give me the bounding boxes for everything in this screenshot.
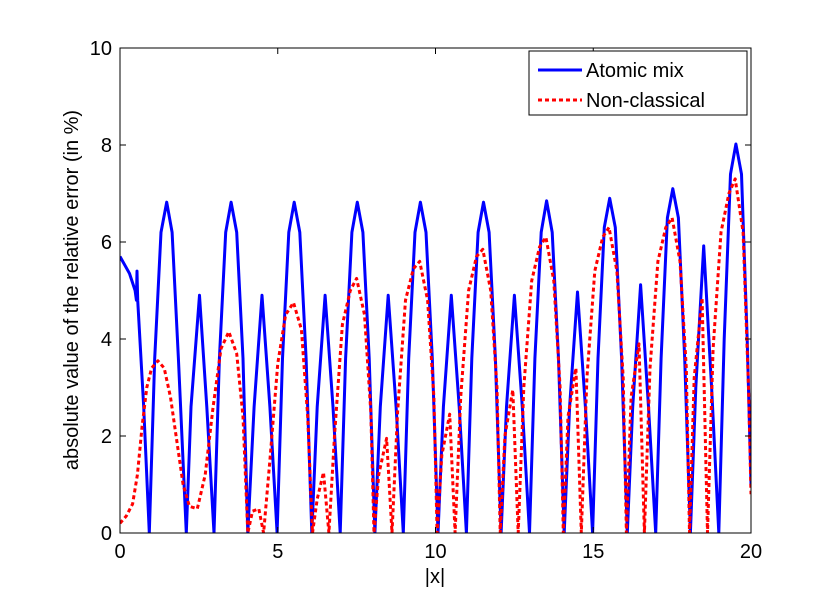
x-tick-label: 0 (114, 541, 125, 563)
y-axis-ticks: 0 2 4 6 8 10 (90, 38, 751, 545)
legend-label-atomic-mix: Atomic mix (586, 60, 684, 82)
plot-area (119, 47, 752, 534)
x-tick-label: 15 (582, 541, 604, 563)
series-layer (120, 142, 751, 533)
y-tick-label: 8 (101, 135, 112, 157)
x-tick-label: 20 (740, 541, 762, 563)
y-axis-title: absolute value of the relative error (in… (61, 110, 83, 470)
x-tick-label: 10 (424, 541, 446, 563)
x-axis-title: |x| (425, 566, 445, 588)
y-tick-label: 0 (101, 523, 112, 545)
legend: Atomic mix Non-classical (528, 50, 748, 116)
x-axis-ticks: 0 5 10 15 20 (114, 48, 762, 563)
y-tick-label: 2 (101, 426, 112, 448)
y-tick-label: 4 (101, 329, 112, 351)
y-tick-label: 6 (101, 232, 112, 254)
legend-box (528, 50, 748, 116)
legend-label-non-classical: Non-classical (586, 90, 705, 112)
series-line-atomic-mix (120, 142, 751, 533)
series-line-non-classical (120, 177, 751, 533)
x-tick-label: 5 (272, 541, 283, 563)
y-tick-label: 10 (90, 38, 112, 60)
